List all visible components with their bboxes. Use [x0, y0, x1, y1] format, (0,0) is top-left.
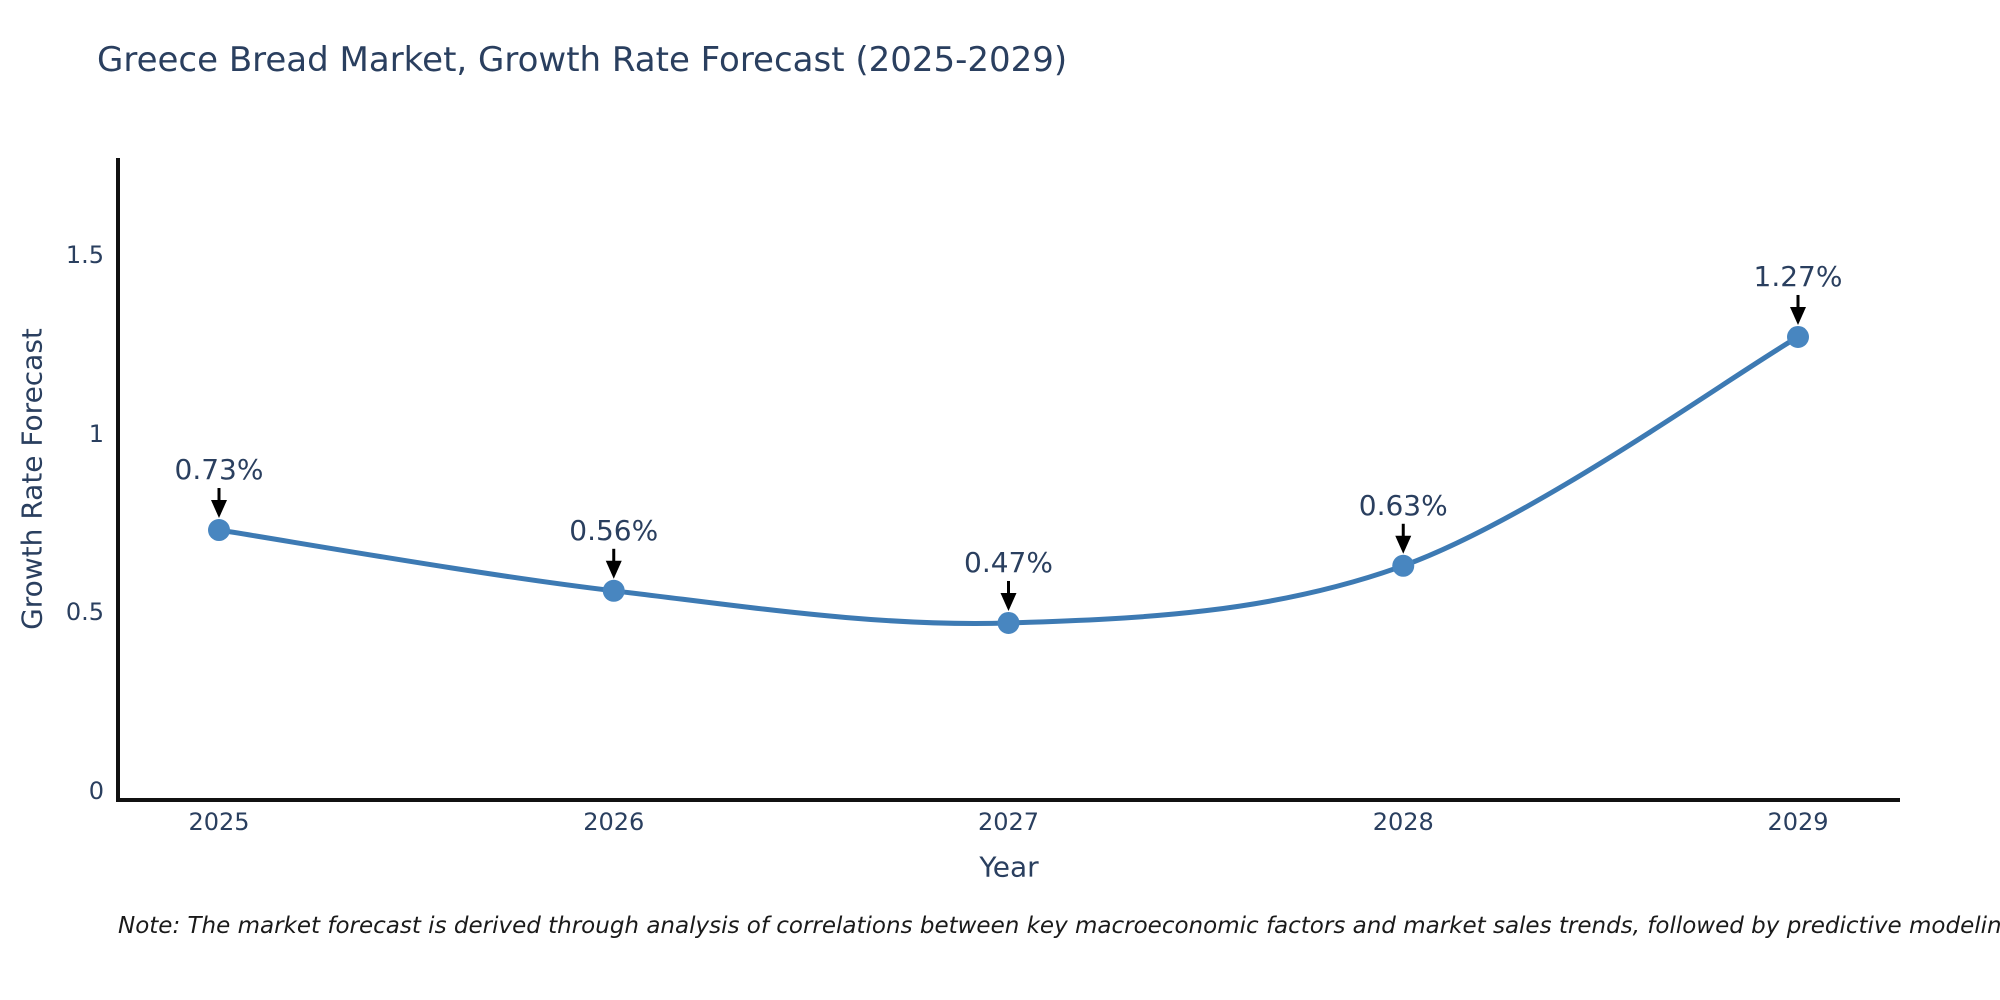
- footnote: Note: The market forecast is derived thr…: [118, 913, 2000, 939]
- x-tick-label: 2028: [1372, 808, 1434, 836]
- data-point-2027: [997, 611, 1020, 634]
- data-point-2025: [208, 519, 230, 542]
- annotation-arrow-head: [211, 500, 227, 519]
- x-tick-label: 2025: [188, 808, 250, 836]
- forecast-line: [218, 334, 1800, 626]
- annotation-arrow-head: [1395, 535, 1412, 554]
- point-value-label: 1.27%: [1753, 259, 1843, 293]
- point-value-label: 0.47%: [964, 545, 1053, 579]
- data-point-2029: [1787, 325, 1809, 348]
- x-axis-title: Year: [979, 850, 1039, 884]
- annotation-arrow-head: [1790, 306, 1806, 325]
- y-tick-label: 0.5: [65, 598, 104, 627]
- chart-title: Greece Bread Market, Growth Rate Forecas…: [97, 40, 1068, 80]
- x-tick-label: 2029: [1767, 808, 1829, 836]
- x-tick-label: 2027: [977, 808, 1040, 836]
- annotation-arrow-head: [1000, 592, 1017, 611]
- y-tick-label: 1: [88, 419, 104, 448]
- axis-lines: [116, 158, 1900, 802]
- data-point-2026: [602, 579, 625, 602]
- annotation-arrow-head: [605, 560, 622, 579]
- x-tick-label: 2026: [583, 808, 645, 836]
- y-axis-title: Growth Rate Forecast: [15, 328, 49, 630]
- y-tick-label: 0: [88, 777, 104, 805]
- data-point-2028: [1392, 554, 1415, 577]
- point-value-label: 0.63%: [1358, 488, 1448, 522]
- point-value-label: 0.56%: [569, 513, 659, 547]
- y-tick-label: 1.5: [65, 240, 104, 269]
- point-value-label: 0.73%: [174, 453, 264, 487]
